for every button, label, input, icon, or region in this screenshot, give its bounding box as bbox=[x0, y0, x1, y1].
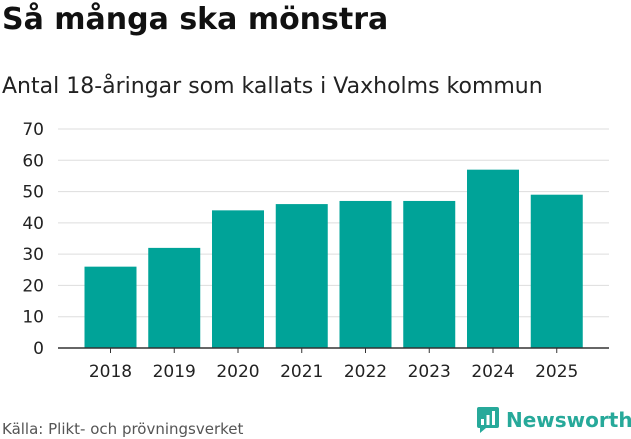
x-tick-label: 2020 bbox=[216, 362, 259, 382]
x-tick-labels: 2018 2019 2020 2021 2022 2023 2024 2025 bbox=[89, 348, 578, 382]
bar-2019 bbox=[148, 247, 201, 348]
bar-2022 bbox=[339, 200, 392, 348]
grid-lines bbox=[58, 128, 609, 318]
y-tick-label: 40 bbox=[22, 214, 44, 234]
x-tick-label: 2024 bbox=[471, 362, 514, 382]
y-tick-label: 20 bbox=[22, 276, 44, 296]
x-tick-label: 2023 bbox=[408, 362, 451, 382]
chart-title: Så många ska mönstra bbox=[2, 2, 389, 37]
y-tick-label: 0 bbox=[33, 339, 44, 359]
y-tick-label: 10 bbox=[22, 308, 44, 328]
y-tick-label: 60 bbox=[22, 151, 44, 171]
newsworthy-logo-icon bbox=[477, 407, 499, 433]
source-note: Källa: Plikt- och prövningsverket bbox=[2, 420, 244, 438]
y-tick-label: 70 bbox=[22, 120, 44, 140]
x-tick-label: 2022 bbox=[344, 362, 387, 382]
chart-subtitle: Antal 18-åringar som kallats i Vaxholms … bbox=[2, 74, 543, 99]
bar-2025 bbox=[530, 194, 583, 348]
bar-2023 bbox=[403, 200, 456, 348]
brand-name: Newsworthy bbox=[506, 408, 631, 432]
y-tick-labels: 0 10 20 30 40 50 60 70 bbox=[22, 120, 44, 359]
y-tick-label: 30 bbox=[22, 245, 44, 265]
x-tick-label: 2018 bbox=[89, 362, 132, 382]
bar-2021 bbox=[275, 204, 328, 348]
x-tick-label: 2025 bbox=[535, 362, 578, 382]
bars bbox=[84, 169, 583, 348]
brand-logo: Newsworthy bbox=[476, 406, 631, 434]
y-tick-label: 50 bbox=[22, 183, 44, 203]
bar-2018 bbox=[84, 266, 137, 348]
bar-2024 bbox=[467, 169, 519, 348]
bar-2020 bbox=[212, 210, 264, 348]
x-tick-label: 2021 bbox=[280, 362, 323, 382]
x-tick-label: 2019 bbox=[153, 362, 196, 382]
